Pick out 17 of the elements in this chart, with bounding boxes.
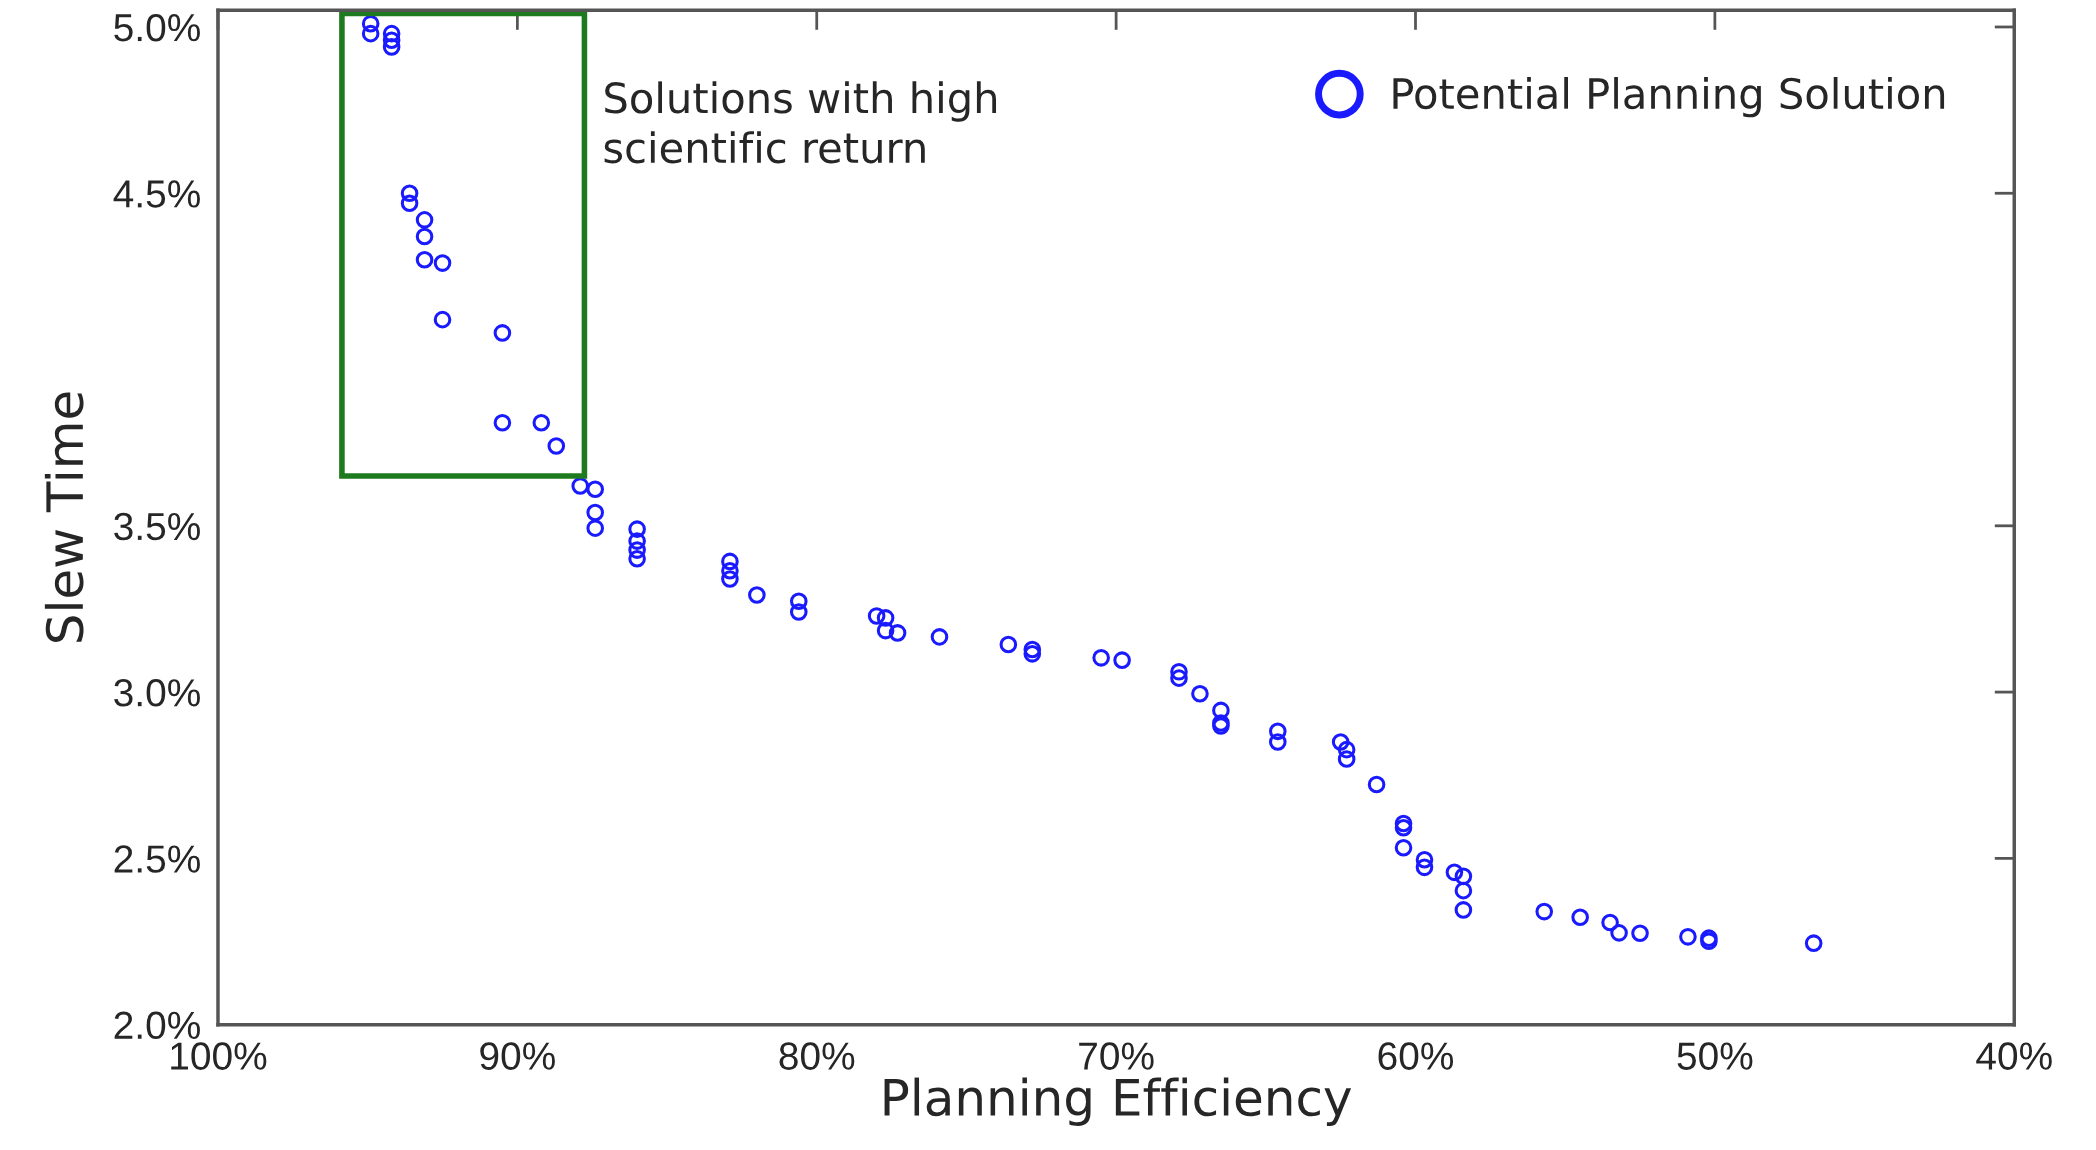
x-tick-label: 40% (1976, 1042, 2052, 1070)
y-tick-label: 3.0% (114, 679, 200, 707)
y-tick-label: 2.5% (114, 845, 200, 873)
y-tick-label: 5.0% (114, 13, 200, 42)
annotation: Solutions with high scientific return (604, 81, 997, 164)
x-tick-label: 60% (1378, 1042, 1454, 1070)
y-tick-label: 4.5% (113, 180, 200, 208)
x-tick-label: 80% (779, 1042, 855, 1070)
y-tick-label: 3.5% (114, 512, 200, 541)
legend-label: Potential Planning Solution (1393, 77, 1945, 118)
x-tick-label: 50% (1677, 1042, 1753, 1070)
x-axis-title: Planning Efficiency (884, 1077, 1352, 1126)
y-tick-label: 2.0% (114, 1011, 200, 1040)
x-tick-label: 100% (171, 1042, 267, 1070)
x-tick-label: 70% (1079, 1042, 1154, 1070)
y-axis-title: Slew Time (44, 392, 84, 642)
x-tick-label: 90% (480, 1042, 555, 1070)
